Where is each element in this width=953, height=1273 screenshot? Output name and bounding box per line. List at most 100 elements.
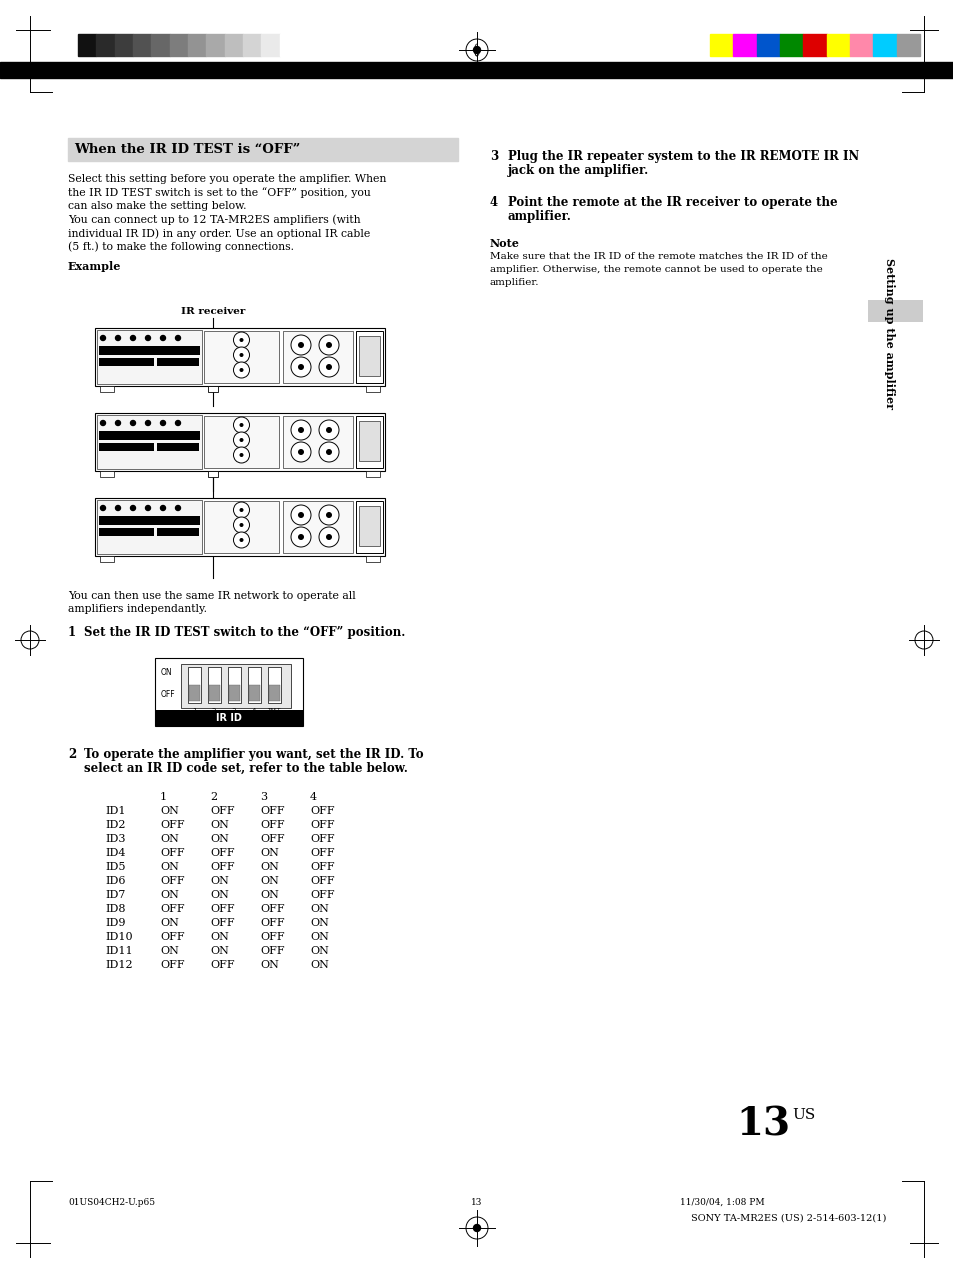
Bar bbox=[261, 34, 279, 56]
Bar bbox=[756, 34, 780, 56]
Text: OFF: OFF bbox=[310, 834, 335, 844]
Text: OFF: OFF bbox=[260, 932, 284, 942]
Bar bbox=[283, 502, 353, 552]
Text: Note: Note bbox=[490, 238, 519, 250]
Text: ID4: ID4 bbox=[105, 848, 126, 858]
Bar bbox=[157, 358, 199, 367]
Circle shape bbox=[326, 342, 332, 348]
Text: Setting up the amplifier: Setting up the amplifier bbox=[883, 258, 895, 410]
Circle shape bbox=[318, 335, 338, 355]
Text: OFF: OFF bbox=[160, 876, 185, 886]
Bar bbox=[100, 386, 113, 392]
Text: OFF: OFF bbox=[210, 862, 234, 872]
Text: ID2: ID2 bbox=[105, 820, 126, 830]
Text: ON: ON bbox=[160, 890, 178, 900]
Bar bbox=[358, 336, 379, 376]
Text: ON: ON bbox=[310, 904, 329, 914]
Bar bbox=[188, 667, 201, 703]
Circle shape bbox=[297, 512, 304, 518]
Circle shape bbox=[473, 1225, 480, 1231]
Text: OFF: OFF bbox=[160, 848, 185, 858]
Circle shape bbox=[297, 426, 304, 433]
Circle shape bbox=[318, 527, 338, 547]
Bar bbox=[95, 412, 385, 471]
Bar bbox=[355, 331, 382, 383]
Bar bbox=[170, 34, 188, 56]
Circle shape bbox=[297, 449, 304, 454]
Text: OFF: OFF bbox=[310, 862, 335, 872]
Circle shape bbox=[318, 442, 338, 462]
Text: OFF: OFF bbox=[260, 946, 284, 956]
Bar bbox=[780, 34, 802, 56]
Bar bbox=[189, 685, 200, 701]
Text: ON: ON bbox=[260, 890, 278, 900]
Text: ON: ON bbox=[210, 932, 229, 942]
Text: ON: ON bbox=[160, 862, 178, 872]
Bar bbox=[95, 328, 385, 386]
Bar bbox=[154, 658, 303, 726]
Text: the IR ID TEST switch is set to the “OFF” position, you: the IR ID TEST switch is set to the “OFF… bbox=[68, 187, 371, 199]
Bar bbox=[249, 685, 260, 701]
Text: ID1: ID1 bbox=[105, 806, 126, 816]
Bar bbox=[114, 34, 132, 56]
Bar bbox=[208, 471, 218, 477]
Bar bbox=[152, 34, 170, 56]
Circle shape bbox=[239, 368, 243, 372]
Text: OFF: OFF bbox=[310, 848, 335, 858]
Circle shape bbox=[318, 505, 338, 524]
Bar bbox=[248, 667, 261, 703]
Circle shape bbox=[233, 532, 250, 547]
Bar bbox=[283, 416, 353, 468]
Text: ON: ON bbox=[160, 834, 178, 844]
Text: 3: 3 bbox=[232, 708, 236, 714]
Bar bbox=[181, 665, 291, 708]
Text: ID11: ID11 bbox=[105, 946, 132, 956]
Bar bbox=[157, 443, 199, 451]
Circle shape bbox=[175, 336, 180, 340]
Bar bbox=[99, 528, 153, 536]
Circle shape bbox=[318, 356, 338, 377]
Text: OFF: OFF bbox=[310, 876, 335, 886]
Text: OFF: OFF bbox=[210, 806, 234, 816]
Text: 01US04CH2-U.p65: 01US04CH2-U.p65 bbox=[68, 1198, 155, 1207]
Circle shape bbox=[115, 420, 120, 425]
Text: Make sure that the IR ID of the remote matches the IR ID of the: Make sure that the IR ID of the remote m… bbox=[490, 252, 827, 261]
Text: OFF: OFF bbox=[160, 932, 185, 942]
Text: ON: ON bbox=[310, 918, 329, 928]
Circle shape bbox=[233, 447, 250, 463]
Bar bbox=[802, 34, 826, 56]
Text: When the IR ID TEST is “OFF”: When the IR ID TEST is “OFF” bbox=[74, 143, 300, 157]
Bar bbox=[188, 34, 206, 56]
Bar bbox=[204, 416, 278, 468]
Circle shape bbox=[131, 336, 135, 340]
Text: ON: ON bbox=[160, 918, 178, 928]
Circle shape bbox=[239, 538, 243, 542]
Circle shape bbox=[131, 420, 135, 425]
Text: OFF: OFF bbox=[210, 918, 234, 928]
Circle shape bbox=[131, 505, 135, 510]
Circle shape bbox=[233, 362, 250, 378]
Text: IR ID: IR ID bbox=[215, 713, 242, 723]
Circle shape bbox=[160, 505, 165, 510]
Text: ON: ON bbox=[210, 890, 229, 900]
Text: ON: ON bbox=[161, 668, 172, 677]
Bar bbox=[366, 556, 379, 561]
Circle shape bbox=[146, 336, 151, 340]
Text: 3: 3 bbox=[490, 150, 497, 163]
Circle shape bbox=[175, 420, 180, 425]
Text: OFF: OFF bbox=[160, 960, 185, 970]
Bar bbox=[97, 415, 202, 468]
Text: ID9: ID9 bbox=[105, 918, 126, 928]
Text: 1: 1 bbox=[192, 708, 196, 714]
Bar bbox=[99, 358, 153, 367]
Circle shape bbox=[239, 438, 243, 442]
Circle shape bbox=[326, 533, 332, 540]
Bar bbox=[96, 34, 114, 56]
Circle shape bbox=[297, 364, 304, 370]
Text: ID6: ID6 bbox=[105, 876, 126, 886]
Text: Select this setting before you operate the amplifier. When: Select this setting before you operate t… bbox=[68, 174, 386, 185]
Bar bbox=[157, 528, 199, 536]
Bar bbox=[229, 685, 240, 701]
Text: ID7: ID7 bbox=[105, 890, 125, 900]
Circle shape bbox=[146, 420, 151, 425]
